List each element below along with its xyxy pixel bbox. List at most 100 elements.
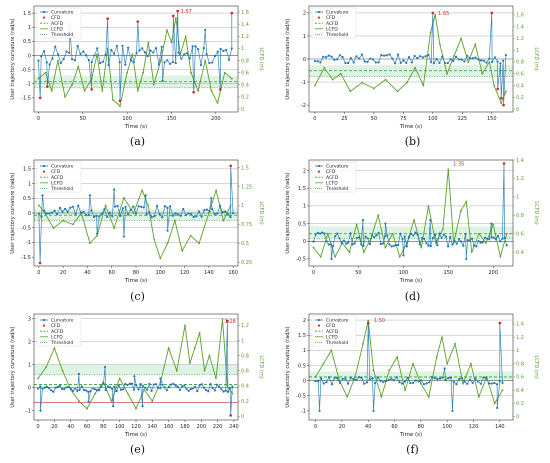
y2-tick-label: 1 — [241, 203, 244, 209]
legend-cfd-marker — [317, 16, 321, 19]
y-tick-label: -1.5 — [21, 255, 31, 261]
curvature-point — [134, 212, 138, 215]
curvature-point — [205, 52, 208, 56]
curvature-point — [65, 386, 68, 389]
y2-tick-label: 0.4 — [241, 83, 249, 89]
curvature-point — [126, 383, 129, 387]
legend-curvature-marker — [42, 164, 46, 168]
annotation-label: 1.28 — [225, 319, 236, 325]
curvature-point — [39, 409, 42, 412]
curvature-point — [218, 204, 222, 207]
curvature-point — [384, 379, 388, 383]
cfd-point — [496, 87, 499, 91]
y-tick-label: 2 — [28, 339, 31, 345]
lcfd-point — [474, 43, 477, 46]
curvature-point — [76, 44, 79, 48]
curvature-point — [474, 56, 477, 59]
y2-tick-label: 1.2 — [241, 34, 249, 40]
lcfd-point — [391, 232, 394, 235]
curvature-point — [486, 237, 489, 240]
curvature-point — [362, 244, 365, 248]
lcfd-point — [173, 219, 176, 222]
lcfd-point — [181, 249, 184, 252]
curvature-point — [318, 409, 321, 413]
curvature-point — [96, 47, 99, 50]
curvature-point — [56, 53, 60, 56]
curvature-point — [70, 58, 74, 61]
curvature-point — [361, 218, 365, 222]
curvature-point — [219, 47, 222, 50]
y-tick-label: 1.5 — [298, 333, 306, 339]
series-lcfd — [315, 320, 503, 405]
y-tick-label: 3 — [28, 316, 31, 322]
curvature-point — [503, 236, 506, 240]
curvature-point — [50, 389, 53, 392]
curvature-point — [124, 382, 127, 386]
curvature-point — [454, 55, 458, 58]
curvature-point — [431, 236, 434, 240]
curvature-point — [425, 242, 428, 245]
curvature-point — [87, 59, 90, 62]
curvature-point — [155, 47, 158, 50]
y2-axis-label: LCFD (m) — [533, 201, 539, 224]
curvature-point — [45, 385, 48, 388]
curvature-point — [377, 61, 380, 64]
curvature-point — [90, 60, 93, 64]
y-tick-label: 1 — [303, 348, 306, 354]
lcfd-point — [44, 71, 47, 74]
curvature-point — [381, 242, 385, 245]
lcfd-point — [198, 242, 201, 245]
legend-curvature-label: Curvature — [51, 318, 74, 324]
curvature-point — [202, 46, 205, 50]
x-tick-label: 125 — [458, 116, 468, 122]
curvature-point — [466, 239, 469, 242]
legend-acfd-label: ACFD — [326, 329, 339, 335]
curvature-point — [156, 386, 160, 389]
curvature-point — [152, 51, 155, 54]
curvature-point — [42, 49, 46, 53]
curvature-point — [412, 234, 415, 237]
y2-tick-label: 0 — [241, 107, 244, 113]
lcfd-point — [184, 324, 186, 327]
curvature-point — [338, 237, 341, 240]
legend-cfd-marker — [317, 324, 321, 327]
curvature-point — [447, 376, 450, 380]
lcfd-point — [323, 66, 326, 69]
curvature-point — [479, 382, 482, 385]
x-tick-label: 60 — [109, 270, 115, 276]
y-tick-label: -0.5 — [296, 257, 306, 263]
curvature-point — [328, 376, 331, 379]
chart-d: 0 50 100 150 200 -0.5 0 0.5 1 1.5 2 0.4 0.6 0.8 1 1.2 1.… — [285, 158, 539, 284]
y-axis-label: User trajectory curvature (rad/s) — [285, 326, 291, 407]
curvature-point — [144, 194, 147, 197]
curvature-point — [163, 205, 166, 208]
curvature-point — [462, 244, 465, 247]
chart-b: 0 25 50 75 100 125 150 -2 -1 0 1 2 0 0.2 0.4 0.6 0.8 1 1.2… — [285, 5, 539, 130]
y-tick-label: 0.5 — [298, 363, 306, 369]
curvature-point — [84, 54, 88, 57]
curvature-point — [98, 215, 101, 218]
curvature-point — [340, 242, 343, 245]
lcfd-point — [493, 84, 496, 87]
curvature-point — [224, 210, 227, 213]
curvature-point — [346, 382, 350, 385]
curvature-point — [213, 389, 216, 392]
y2-tick-label: 0.2 — [516, 95, 524, 101]
curvature-point — [103, 207, 106, 211]
x-tick-label: 120 — [180, 270, 190, 276]
lcfd-point — [429, 31, 432, 34]
legend-cfd-label: CFD — [326, 323, 336, 329]
curvature-point — [166, 229, 169, 232]
curvature-point — [388, 53, 391, 56]
curvature-point — [390, 377, 393, 380]
curvature-point — [329, 243, 332, 246]
curvature-point — [355, 55, 358, 58]
y-axis-label: User trajectory curvature (rad/s) — [285, 172, 291, 253]
x-tick-label: 150 — [487, 116, 497, 122]
lcfd-point — [94, 392, 97, 395]
legend-cfd-label: CFD — [51, 169, 61, 175]
curvature-point — [384, 222, 387, 225]
lcfd-point — [190, 71, 192, 74]
y-tick-label: -1 — [301, 80, 306, 86]
curvature-point — [154, 383, 158, 386]
